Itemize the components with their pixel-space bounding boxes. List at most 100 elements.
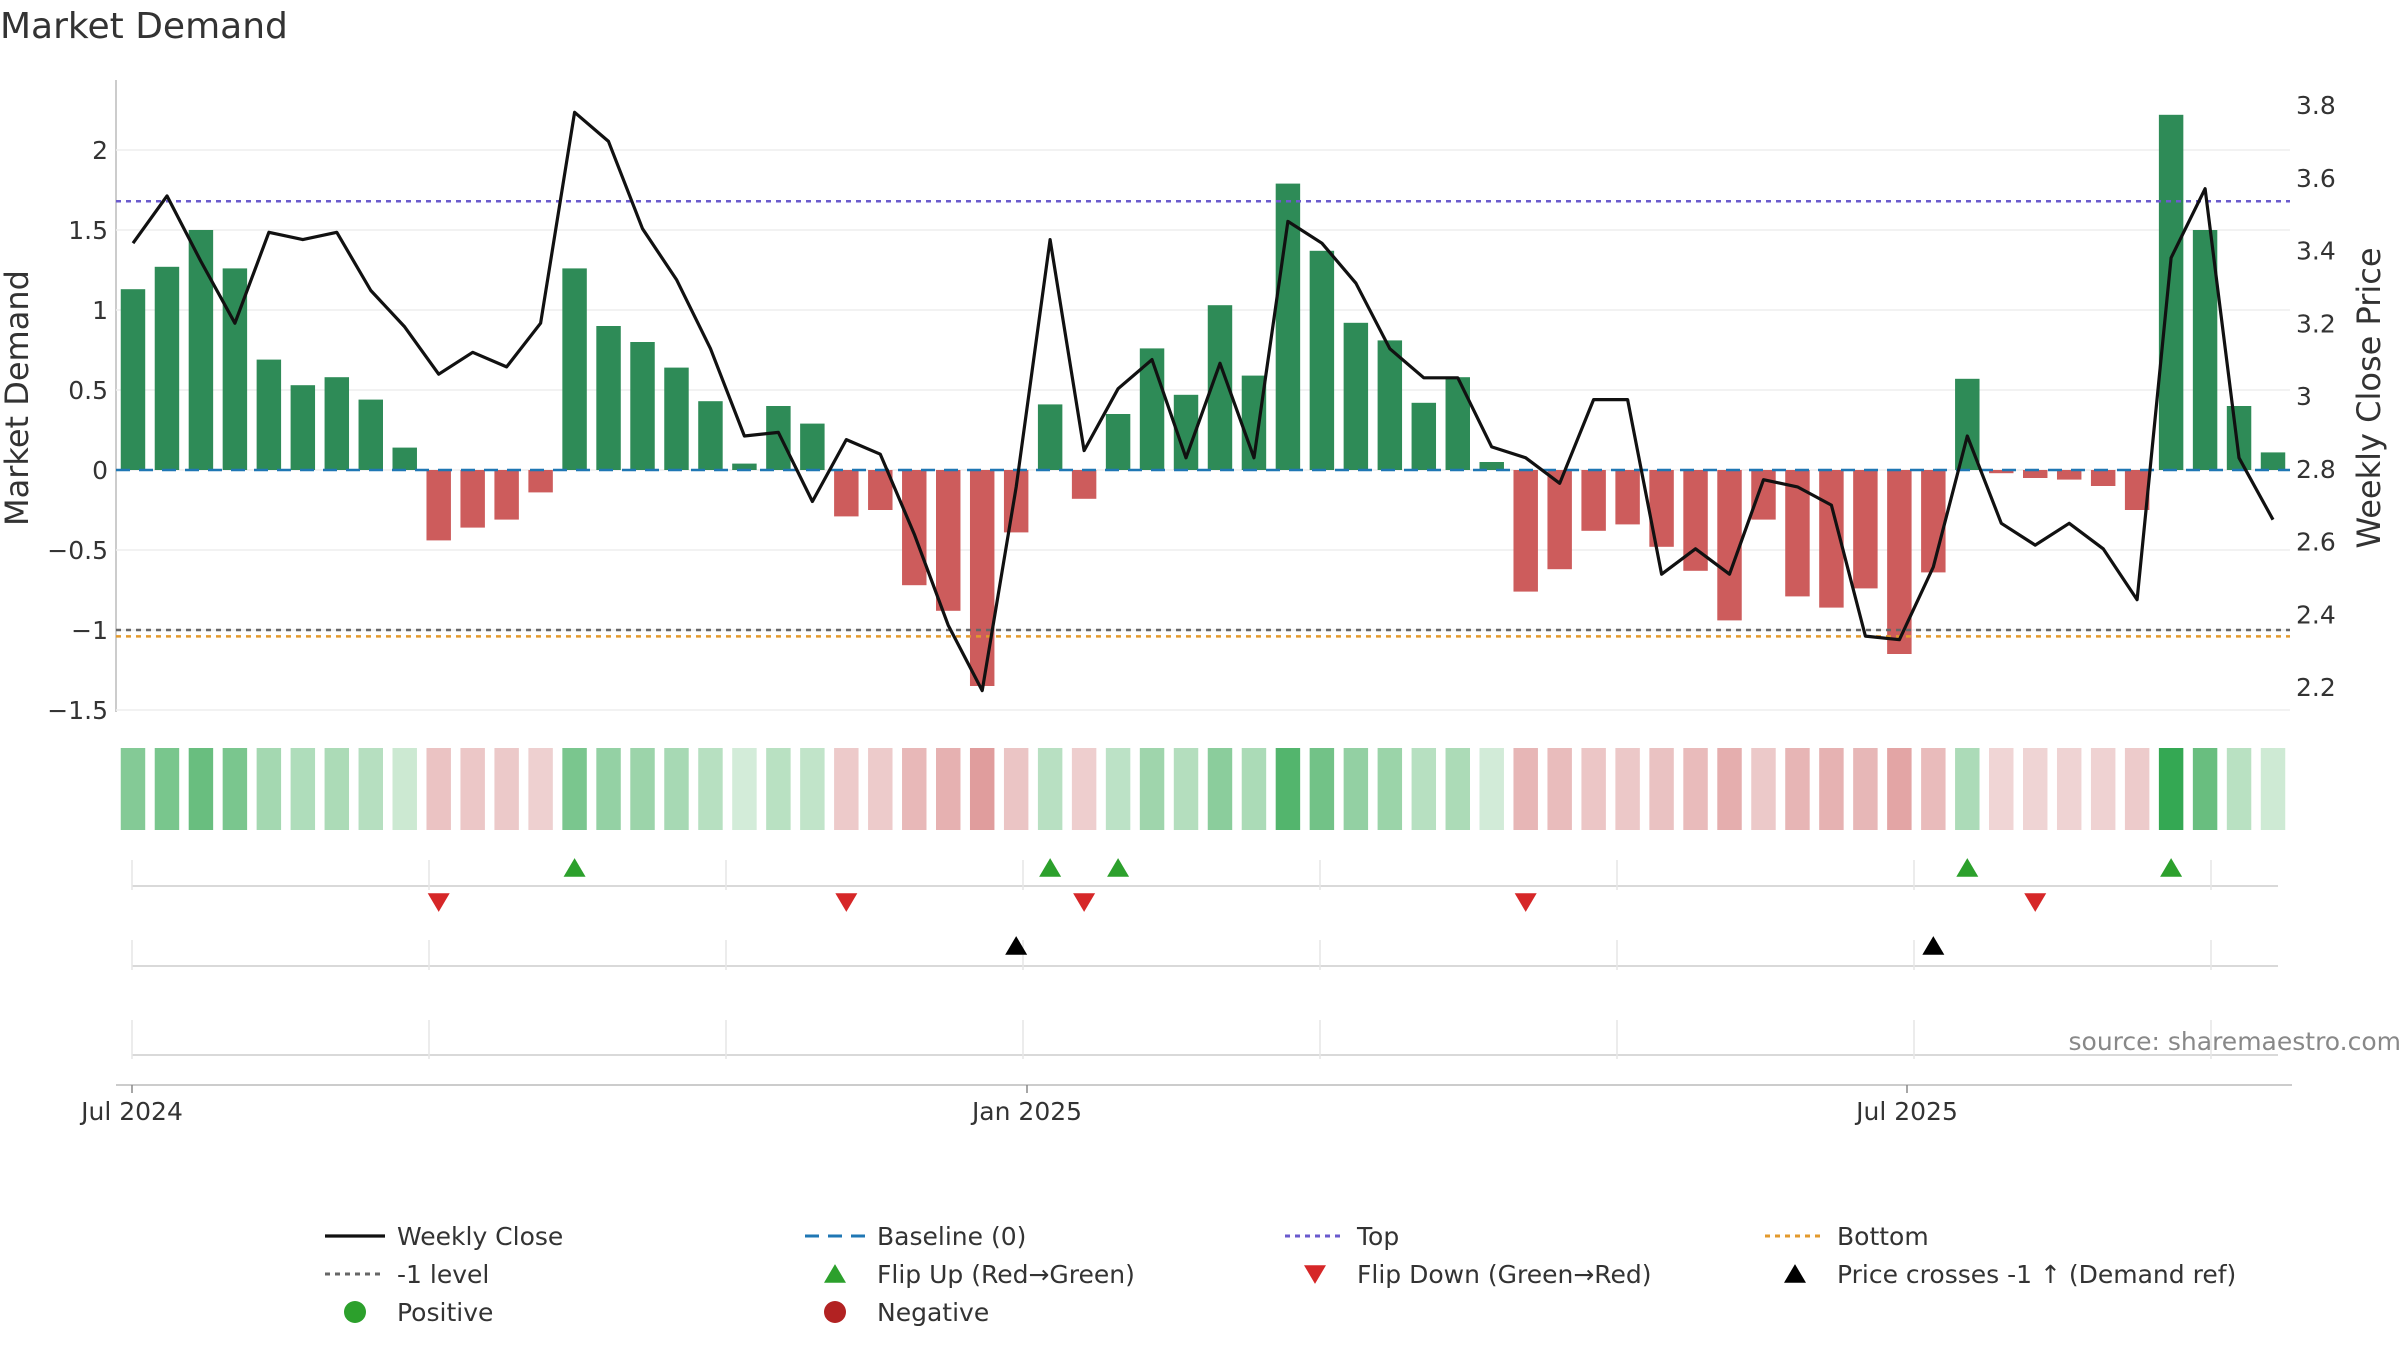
marker-panels: Jul 2024 Jan 2025 Jul 2025 — [79, 858, 2292, 1126]
legend-label: Negative — [877, 1298, 989, 1327]
heat-cell — [1207, 748, 1233, 830]
source-note: source: sharemaestro.com — [2069, 1027, 2400, 1056]
heat-cell — [2124, 748, 2150, 830]
demand-bar — [1479, 462, 1504, 470]
flip-down-marker — [1514, 893, 1537, 912]
y2-tick-label: 3.4 — [2296, 237, 2336, 266]
heat-cell — [494, 748, 519, 830]
demand-bar — [1615, 470, 1640, 525]
heat-cell — [630, 748, 655, 830]
demand-bar — [324, 377, 350, 470]
heat-cell — [1989, 748, 2014, 830]
demand-bar — [664, 367, 689, 470]
heat-cell — [1003, 748, 1029, 830]
demand-bar — [630, 342, 655, 470]
flip-up-marker — [563, 858, 586, 877]
chart-title: Market Demand — [0, 6, 288, 47]
demand-bar — [460, 470, 485, 528]
heat-cell — [766, 748, 791, 830]
demand-bar — [1717, 470, 1742, 621]
demand-bar — [2192, 230, 2218, 470]
heat-cell — [154, 748, 180, 830]
demand-bar — [1785, 470, 1810, 597]
flip-down-marker — [427, 893, 450, 912]
demand-bar — [1921, 470, 1946, 573]
demand-bar — [1343, 322, 1369, 470]
y2-tick-label: 3 — [2296, 382, 2312, 411]
demand-bar — [426, 470, 451, 541]
heat-cell — [1615, 748, 1640, 830]
y-tick-label: −0.5 — [47, 536, 108, 565]
flip-up-marker — [1107, 858, 1130, 877]
y2-tick-label: 2.6 — [2296, 528, 2336, 557]
demand-bar — [2056, 470, 2082, 480]
heat-cell — [834, 748, 859, 830]
demand-bar — [1887, 470, 1912, 654]
legend-label: Positive — [397, 1298, 493, 1327]
heat-cell — [800, 748, 825, 830]
y2-tick-label: 2.8 — [2296, 455, 2336, 484]
heat-cell — [222, 748, 248, 830]
demand-bar — [2260, 452, 2286, 470]
heat-cell — [256, 748, 282, 830]
demand-bar — [188, 230, 214, 470]
heat-cell — [1683, 748, 1708, 830]
legend-label: Weekly Close — [397, 1222, 563, 1251]
demand-bar — [732, 463, 757, 470]
legend-swatch-triangle-up — [824, 1264, 846, 1283]
main-panel: 2 1.5 1 0.5 0 −0.5 −1 −1.5 3.8 3.6 3.4 3.2 3 2.8 2.6 2.… — [0, 80, 2388, 725]
demand-bar — [154, 266, 180, 470]
demand-bar — [1309, 250, 1335, 470]
legend-label: Flip Down (Green→Red) — [1357, 1260, 1652, 1289]
heat-cell — [936, 748, 961, 830]
flip-up-marker — [1956, 858, 1979, 877]
legend-swatch-triangle-up — [1784, 1264, 1806, 1283]
heat-cell — [2090, 748, 2116, 830]
demand-bar — [766, 406, 791, 470]
demand-bar — [120, 289, 146, 470]
x-tick-label: Jul 2024 — [79, 1097, 183, 1126]
heat-cell — [596, 748, 621, 830]
demand-bar — [1581, 470, 1606, 531]
heat-cell — [1479, 748, 1504, 830]
heat-cell — [2023, 748, 2048, 830]
flip-down-marker — [835, 893, 858, 912]
heat-cell — [1785, 748, 1810, 830]
y-tick-label: 1 — [92, 296, 108, 325]
weekly-close-line — [131, 110, 2275, 693]
demand-bar — [902, 470, 927, 586]
heat-cell — [868, 748, 893, 830]
heat-cell — [1071, 748, 1097, 830]
heat-cell — [1309, 748, 1335, 830]
demand-bar — [1377, 340, 1403, 470]
demand-bar — [800, 423, 825, 470]
heat-cell — [2260, 748, 2286, 830]
heat-cell — [1173, 748, 1199, 830]
heat-cell — [528, 748, 553, 830]
legend-label: Price crosses -1 ↑ (Demand ref) — [1837, 1260, 2236, 1289]
demand-bar — [392, 447, 417, 470]
heat-cell — [1887, 748, 1912, 830]
y2-tick-label: 3.2 — [2296, 309, 2336, 338]
legend: Weekly Close Baseline (0) Top Bottom -1 leve… — [325, 1222, 2236, 1327]
flip-down-marker — [2024, 893, 2047, 912]
y-tick-label: −1.5 — [47, 696, 108, 725]
y-tick-label: 1.5 — [68, 216, 108, 245]
legend-label: Baseline (0) — [877, 1222, 1026, 1251]
demand-bar — [494, 470, 519, 520]
heat-cell — [460, 748, 485, 830]
heat-cell — [2158, 748, 2184, 830]
heat-cell — [426, 748, 451, 830]
demand-bar — [358, 399, 383, 470]
heat-cell — [1853, 748, 1878, 830]
y-axis-title: Market Demand — [0, 270, 36, 526]
heat-strip — [120, 748, 2286, 830]
demand-bar — [528, 470, 553, 493]
demand-bar — [562, 268, 587, 470]
price-cross-marker — [1922, 936, 1945, 955]
heat-cell — [1581, 748, 1606, 830]
flip-up-marker — [2160, 858, 2183, 877]
y2-tick-label: 3.8 — [2296, 91, 2336, 120]
y2-axis-title: Weekly Close Price — [2350, 247, 2388, 548]
